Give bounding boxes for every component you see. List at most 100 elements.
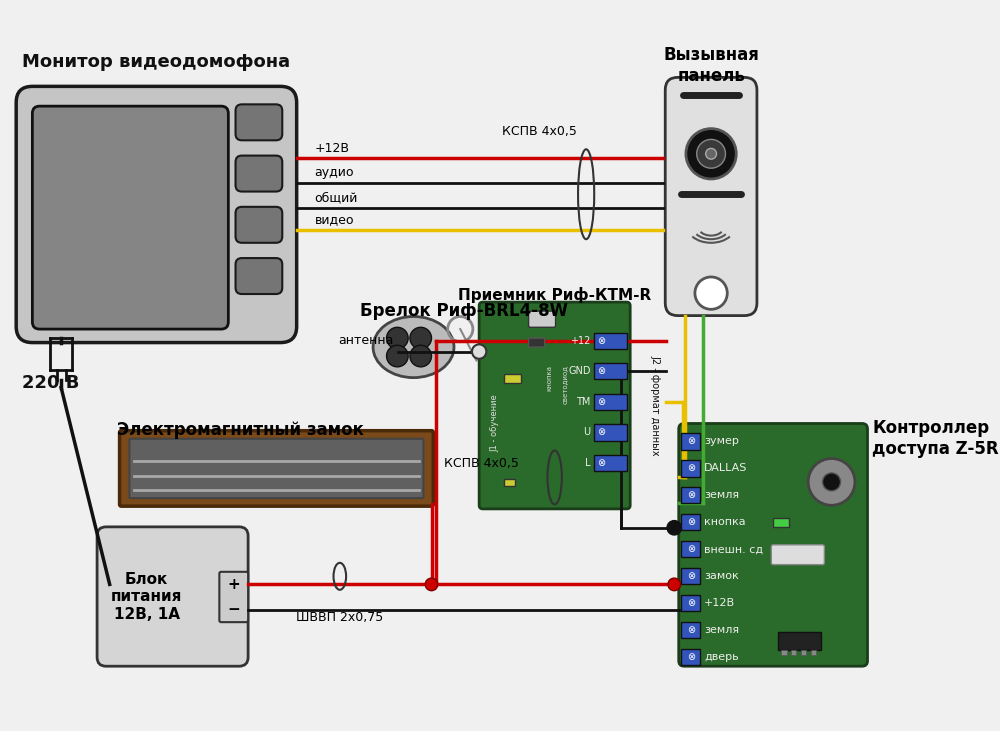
Text: кнопка: кнопка <box>704 518 746 527</box>
Text: Блок
питания
12В, 1А: Блок питания 12В, 1А <box>111 572 182 622</box>
FancyBboxPatch shape <box>236 258 282 294</box>
Text: аудио: аудио <box>315 166 354 179</box>
FancyBboxPatch shape <box>771 545 824 564</box>
Text: общий: общий <box>315 191 358 204</box>
Bar <box>681 622 700 638</box>
Text: J1 - обучение: J1 - обучение <box>491 395 500 452</box>
Text: Контроллер
доступа Z-5R: Контроллер доступа Z-5R <box>872 419 999 458</box>
Bar <box>681 541 700 558</box>
Circle shape <box>823 473 841 491</box>
FancyBboxPatch shape <box>120 431 433 506</box>
Circle shape <box>410 345 432 367</box>
Text: ⊗: ⊗ <box>687 436 695 447</box>
FancyBboxPatch shape <box>529 311 556 327</box>
Text: ⊗: ⊗ <box>687 598 695 608</box>
Text: КСПВ 4х0,5: КСПВ 4х0,5 <box>444 458 519 471</box>
Circle shape <box>697 140 725 168</box>
Circle shape <box>706 148 716 159</box>
Circle shape <box>472 344 486 359</box>
FancyBboxPatch shape <box>97 527 248 666</box>
Text: кнопка: кнопка <box>546 365 552 391</box>
Circle shape <box>410 327 432 349</box>
Text: ⊗: ⊗ <box>687 652 695 662</box>
Text: земля: земля <box>704 625 739 635</box>
Text: J2 - формат данных: J2 - формат данных <box>650 355 660 456</box>
Bar <box>594 333 627 349</box>
Circle shape <box>667 520 681 535</box>
Text: +12В: +12В <box>704 598 735 608</box>
Bar <box>791 650 796 656</box>
Circle shape <box>387 345 408 367</box>
Text: +: + <box>227 577 240 592</box>
Text: замок: замок <box>704 572 739 581</box>
Text: ⊗: ⊗ <box>597 366 605 376</box>
Bar <box>681 461 700 477</box>
Circle shape <box>425 578 438 591</box>
Text: 220 В: 220 В <box>22 374 80 392</box>
Text: ⊗: ⊗ <box>597 428 605 437</box>
Text: Приемник Риф-КТМ-R: Приемник Риф-КТМ-R <box>458 287 651 303</box>
FancyBboxPatch shape <box>32 106 228 329</box>
Bar <box>681 568 700 584</box>
Bar <box>594 425 627 441</box>
Text: ⊗: ⊗ <box>687 545 695 554</box>
Bar <box>681 515 700 531</box>
Text: светодиод: светодиод <box>562 365 568 404</box>
Text: земля: земля <box>704 491 739 501</box>
Text: −: − <box>227 602 240 617</box>
Text: ⊗: ⊗ <box>597 397 605 407</box>
Text: ⊗: ⊗ <box>687 625 695 635</box>
Text: ⊗: ⊗ <box>687 518 695 527</box>
Text: ⊗: ⊗ <box>687 491 695 501</box>
FancyBboxPatch shape <box>16 86 297 343</box>
Text: ⊗: ⊗ <box>597 336 605 346</box>
Text: U: U <box>584 428 591 437</box>
Circle shape <box>668 578 681 591</box>
Text: видео: видео <box>315 213 354 227</box>
Bar <box>594 363 627 379</box>
Text: внешн. сд: внешн. сд <box>704 545 763 554</box>
Bar <box>781 650 787 656</box>
Text: ШВВП 2х0,75: ШВВП 2х0,75 <box>296 611 383 624</box>
Bar <box>778 632 821 650</box>
FancyBboxPatch shape <box>236 105 282 140</box>
Text: ⊗: ⊗ <box>597 458 605 468</box>
Circle shape <box>695 277 727 309</box>
Text: Брелок Риф-BRL4-8W: Брелок Риф-BRL4-8W <box>360 302 568 320</box>
Text: TM: TM <box>576 397 591 407</box>
FancyBboxPatch shape <box>236 207 282 243</box>
Text: дверь: дверь <box>704 652 739 662</box>
Bar <box>594 455 627 471</box>
Text: ⊗: ⊗ <box>687 572 695 581</box>
Text: +12: +12 <box>570 336 591 346</box>
Text: зумер: зумер <box>704 436 739 447</box>
Text: Вызывная
панель: Вызывная панель <box>663 46 759 85</box>
Bar <box>773 518 789 527</box>
Bar <box>681 595 700 611</box>
Bar <box>504 374 521 383</box>
Text: ⊗: ⊗ <box>687 463 695 474</box>
Bar <box>801 650 806 656</box>
Text: +12В: +12В <box>315 142 350 155</box>
Text: Монитор видеодомофона: Монитор видеодомофона <box>22 53 290 71</box>
Ellipse shape <box>373 317 454 378</box>
Bar <box>681 488 700 504</box>
FancyBboxPatch shape <box>679 423 868 666</box>
Text: GND: GND <box>568 366 591 376</box>
Text: КСПВ 4х0,5: КСПВ 4х0,5 <box>502 125 577 138</box>
Circle shape <box>686 129 736 179</box>
Text: Электромагнитный замок: Электромагнитный замок <box>117 421 363 439</box>
FancyBboxPatch shape <box>479 302 630 509</box>
Bar <box>811 650 816 656</box>
Circle shape <box>387 327 408 349</box>
FancyBboxPatch shape <box>529 338 545 347</box>
FancyBboxPatch shape <box>129 439 423 498</box>
Text: антенна: антенна <box>338 334 394 347</box>
FancyBboxPatch shape <box>219 572 248 622</box>
FancyBboxPatch shape <box>236 156 282 192</box>
FancyBboxPatch shape <box>665 77 757 316</box>
Bar <box>594 394 627 410</box>
Bar <box>681 433 700 450</box>
Bar <box>504 480 515 486</box>
Circle shape <box>808 458 855 505</box>
